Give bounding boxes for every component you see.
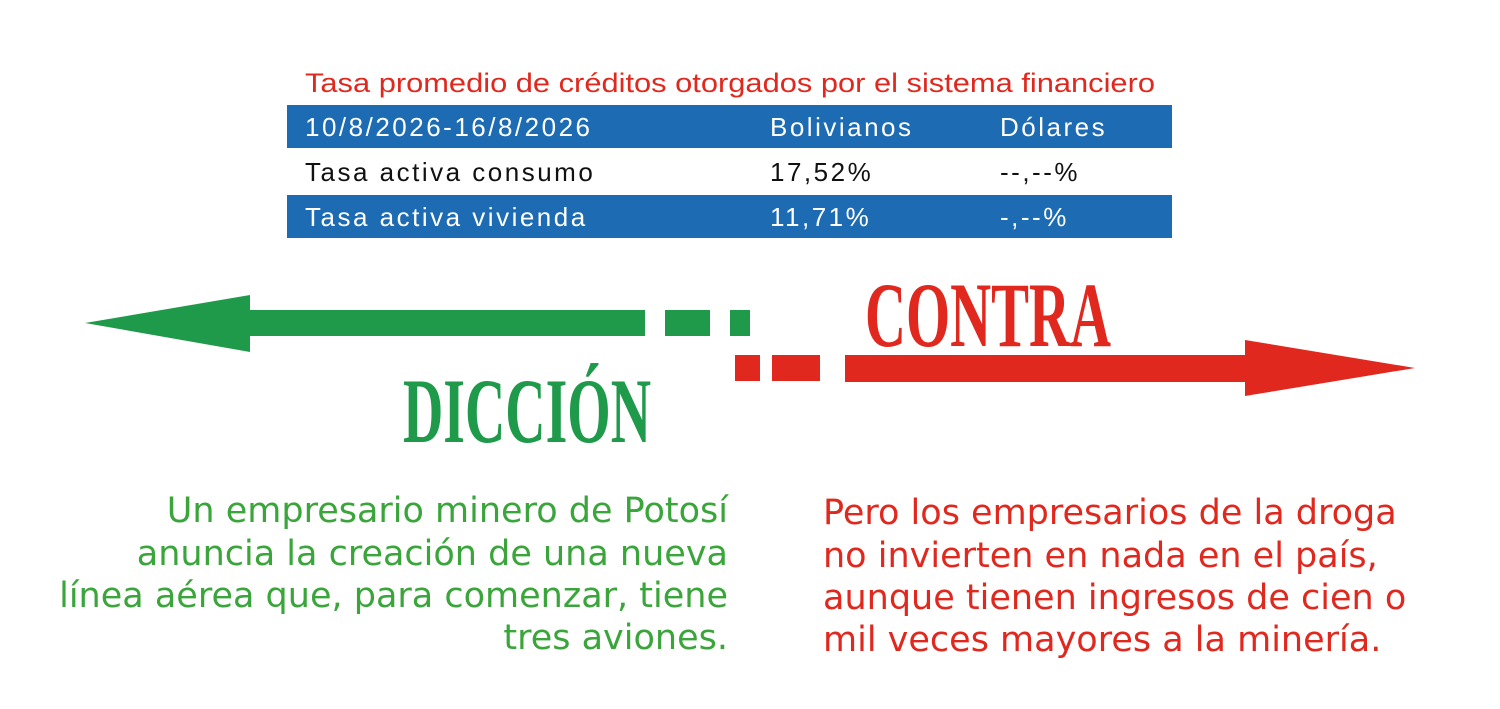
arrow-body <box>845 340 1415 396</box>
table-cell: Tasa activa consumo <box>305 157 595 187</box>
right-paragraph: Pero los empresarios de la droga no invi… <box>823 493 1406 660</box>
header-row <box>287 105 1172 148</box>
text-line: mil veces mayores a la minería. <box>823 620 1381 660</box>
right-arrow <box>735 340 1415 396</box>
text-line: Un empresario minero de Potosí <box>167 491 729 531</box>
text-line: línea aérea que, para comenzar, tiene <box>59 576 728 616</box>
table-cell: --,--% <box>1000 157 1080 187</box>
left-label: DICCIÓN <box>403 360 651 462</box>
header-cell: Bolivianos <box>770 112 914 142</box>
table-cell: Tasa activa vivienda <box>305 202 588 232</box>
left-arrow <box>85 295 750 352</box>
text-line: no invierten en nada en el país, <box>823 536 1378 576</box>
header-cell: Dólares <box>1000 112 1107 142</box>
text-line: Pero los empresarios de la droga <box>823 493 1397 533</box>
text-line: aunque tienen ingresos de cien o <box>823 578 1406 618</box>
row-band <box>287 195 1172 238</box>
table-cell: 17,52% <box>770 157 873 187</box>
text-line: anuncia la creación de una nueva <box>137 534 728 574</box>
table-cell: -,--% <box>1000 202 1069 232</box>
right-label: CONTRA <box>865 264 1111 366</box>
table-title: Tasa promedio de créditos otorgados por … <box>305 68 1155 98</box>
text-line: tres aviones. <box>503 618 728 658</box>
left-paragraph: Un empresario minero de Potosí anuncia l… <box>59 491 729 658</box>
arrow-body <box>85 295 645 352</box>
arrow-dash <box>665 310 710 336</box>
header-cell: 10/8/2026-16/8/2026 <box>305 112 593 142</box>
arrow-dash <box>735 355 760 381</box>
table-cell: 11,71% <box>770 202 871 232</box>
arrow-dash <box>772 355 820 381</box>
arrow-dash <box>730 310 750 336</box>
